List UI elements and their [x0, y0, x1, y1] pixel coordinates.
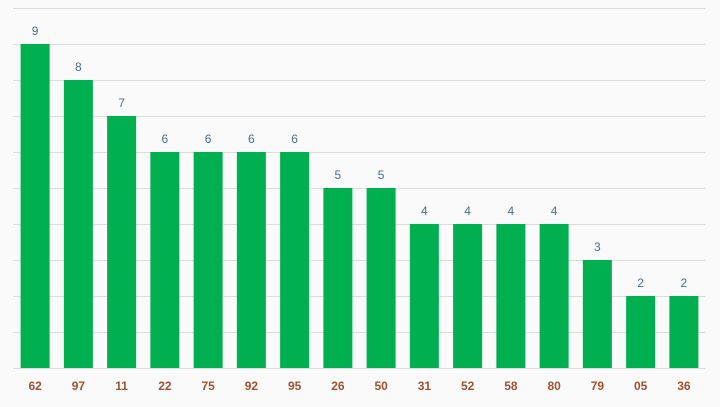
bar-52[interactable] [453, 224, 483, 368]
bars [20, 44, 699, 368]
bar-26[interactable] [323, 188, 353, 368]
category-label-62: 62 [28, 379, 42, 393]
value-label-58: 4 [508, 204, 515, 218]
category-label-52: 52 [461, 379, 475, 393]
category-label-36: 36 [677, 379, 691, 393]
bar-22[interactable] [150, 152, 180, 368]
value-label-75: 6 [205, 132, 212, 146]
value-label-95: 6 [291, 132, 298, 146]
category-label-22: 22 [158, 379, 172, 393]
value-label-11: 7 [118, 96, 125, 110]
value-label-92: 6 [248, 132, 255, 146]
bar-92[interactable] [236, 152, 266, 368]
value-label-31: 4 [421, 204, 428, 218]
category-label-11: 11 [115, 379, 128, 393]
value-label-80: 4 [551, 204, 558, 218]
bar-05[interactable] [626, 296, 656, 368]
bar-79[interactable] [582, 260, 612, 368]
value-label-36: 2 [681, 276, 688, 290]
value-label-26: 5 [335, 168, 342, 182]
category-label-97: 97 [72, 379, 86, 393]
bar-58[interactable] [496, 224, 526, 368]
category-label-92: 92 [245, 379, 259, 393]
value-label-97: 8 [75, 60, 82, 74]
value-labels: 9 8 7 6 6 6 6 5 5 4 4 4 4 3 2 2 [32, 24, 688, 290]
category-labels: 62 97 11 22 75 92 95 26 50 31 52 58 80 79 05 36 [28, 379, 690, 393]
category-label-75: 75 [201, 379, 215, 393]
category-label-79: 79 [591, 379, 605, 393]
category-label-95: 95 [288, 379, 302, 393]
bar-31[interactable] [409, 224, 439, 368]
category-label-05: 05 [634, 379, 648, 393]
value-label-79: 3 [594, 240, 601, 254]
value-label-05: 2 [637, 276, 644, 290]
category-label-26: 26 [331, 379, 345, 393]
bar-80[interactable] [539, 224, 569, 368]
category-label-80: 80 [547, 379, 561, 393]
bar-95[interactable] [280, 152, 310, 368]
value-label-52: 4 [464, 204, 471, 218]
bar-75[interactable] [193, 152, 223, 368]
bar-50[interactable] [366, 188, 396, 368]
bar-62[interactable] [20, 44, 50, 368]
value-label-50: 5 [378, 168, 385, 182]
category-label-31: 31 [418, 379, 432, 393]
value-label-62: 9 [32, 24, 39, 38]
bar-11[interactable] [107, 116, 137, 368]
value-label-22: 6 [162, 132, 169, 146]
bar-36[interactable] [669, 296, 699, 368]
category-label-50: 50 [374, 379, 388, 393]
bar-97[interactable] [63, 80, 93, 368]
category-label-58: 58 [504, 379, 518, 393]
